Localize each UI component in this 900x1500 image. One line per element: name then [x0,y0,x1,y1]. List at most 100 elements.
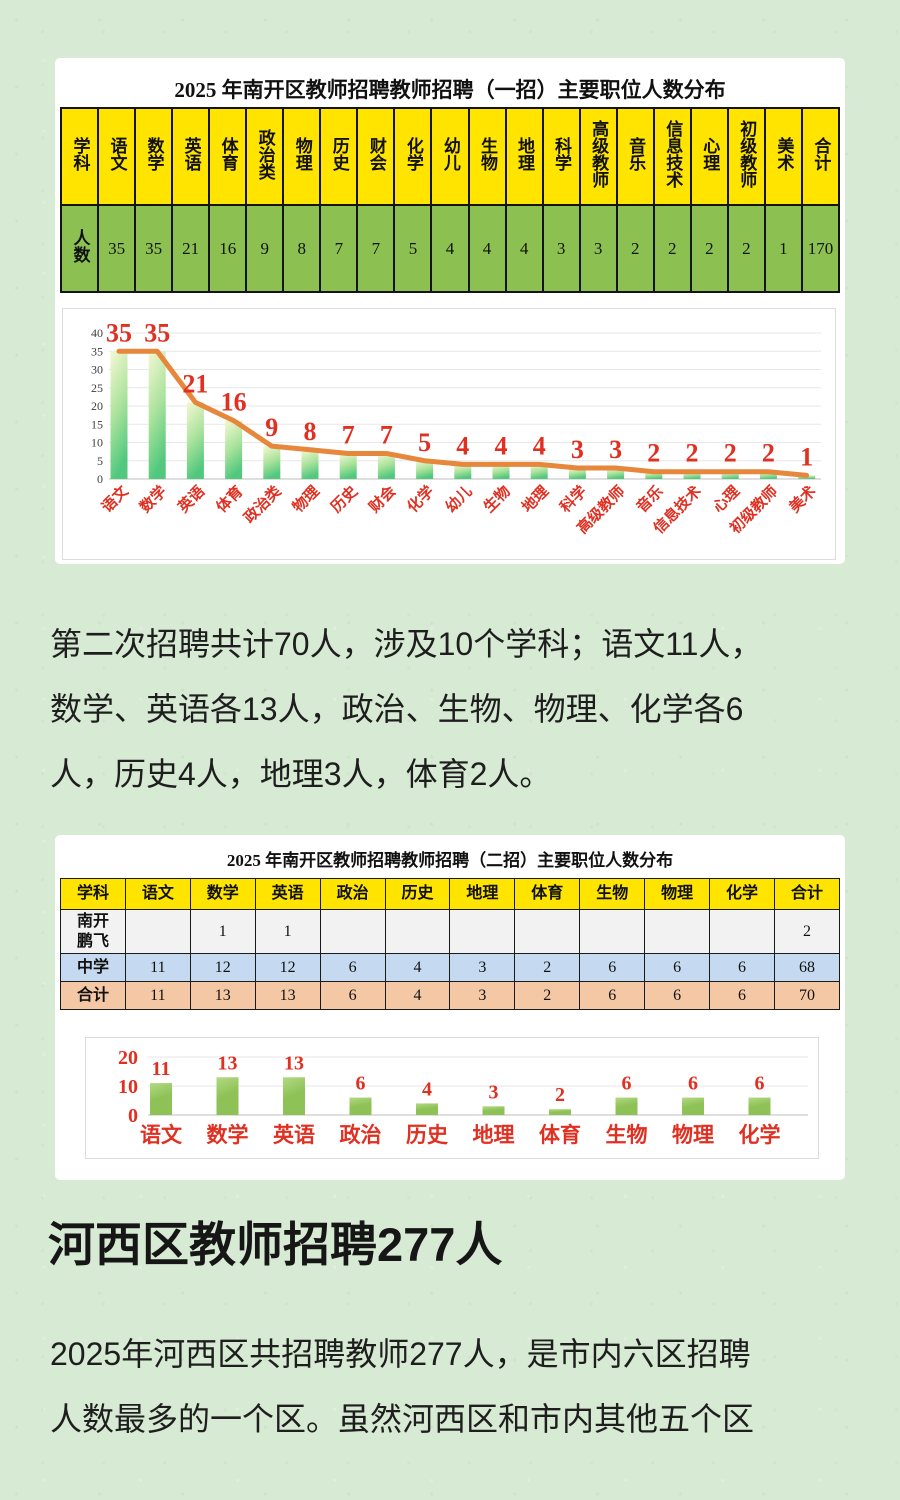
t1-value-cell: 3 [541,204,581,293]
t2-value-cell: 12 [254,953,321,982]
svg-text:21: 21 [182,369,208,398]
svg-text:2: 2 [555,1084,565,1106]
svg-text:物理: 物理 [672,1123,714,1147]
svg-text:历史: 历史 [406,1123,449,1147]
t2-value-cell [709,909,775,954]
svg-text:数学: 数学 [207,1123,249,1147]
t1-value-cell: 4 [430,204,470,293]
t2-column-header: 历史 [384,878,451,910]
t1-column-header: 政治类 [245,107,285,206]
t2-row-label: 中学 [60,953,126,982]
t1-value-cell: 2 [615,204,655,293]
t1-value-cell: 7 [319,204,359,293]
svg-text:15: 15 [91,417,103,431]
t1-row-label: 人数 [59,204,100,293]
hexi-district-paragraph: 2025年河西区共招聘教师277人，是市内六区招聘 人数最多的一个区。虽然河西区… [50,1322,855,1452]
t2-value-cell: 13 [254,981,321,1010]
t2-column-header: 化学 [709,878,775,910]
t2-value-cell: 11 [124,981,191,1010]
svg-text:4: 4 [422,1078,432,1100]
svg-text:科学: 科学 [556,482,590,516]
t1-value-cell: 35 [97,204,137,293]
svg-text:心理: 心理 [710,483,743,516]
t1-column-header: 心理 [689,107,729,206]
svg-text:6: 6 [356,1073,366,1095]
t1-column-header: 合计 [800,107,841,206]
t2-value-cell: 3 [449,953,516,982]
t2-value-cell: 4 [384,953,451,982]
svg-text:3: 3 [609,435,622,464]
t2-value-cell: 3 [449,981,516,1010]
svg-text:5: 5 [97,454,103,468]
svg-text:1: 1 [800,442,813,471]
svg-text:地理: 地理 [473,1123,515,1147]
svg-text:生物: 生物 [606,1123,648,1147]
t2-value-cell [384,909,451,954]
svg-text:35: 35 [91,344,103,358]
t1-column-header: 物理 [282,107,322,206]
t2-value-cell: 6 [579,953,646,982]
t1-value-cell: 4 [504,204,544,293]
svg-text:30: 30 [91,363,103,377]
t1-column-header: 科学 [541,107,581,206]
t1-value-cell: 2 [726,204,766,293]
svg-text:生物: 生物 [480,482,514,516]
t2-row-label: 合计 [60,981,126,1010]
svg-text:化学: 化学 [739,1123,781,1147]
t2-value-cell: 70 [773,981,841,1010]
svg-text:6: 6 [688,1073,698,1095]
svg-text:美术: 美术 [785,482,819,516]
round1-bar-line-chart: 0 5 10 15 20 25 30 35 40 35 35 21 16 9 8 7 7 5 4 4 4 3 3 2 2 2 2 1 语… [62,308,836,560]
svg-text:13: 13 [218,1052,238,1074]
t2-value-cell: 6 [319,981,386,1010]
t1-column-header: 数学 [134,107,174,206]
svg-text:3: 3 [571,435,584,464]
t1-column-header: 化学 [393,107,433,206]
svg-text:历史: 历史 [327,481,362,516]
svg-text:4: 4 [456,431,469,460]
t1-value-cell: 16 [208,204,248,293]
round2-positions-table: 学科 语文 数学 英语 政治 历史 地理 体育 生物 物理 化学 合计 南开 鹏飞 1 1 2 中学 11 12 12 6… [60,878,841,1010]
t2-value-cell: 6 [319,953,386,982]
t1-column-header: 英语 [171,107,211,206]
t2-value-cell: 6 [644,981,711,1010]
t1-column-header: 体育 [208,107,248,206]
t2-value-cell: 13 [189,981,256,1010]
t1-value-cell: 21 [171,204,211,293]
round2-bar-chart: 0 10 20 11 13 13 6 4 3 2 6 6 6 语文 数学 英语 政治 历史 地理 体育 生物 物理 化学 [85,1037,819,1159]
t1-column-header: 地理 [504,107,544,206]
t2-value-cell: 1 [189,909,256,954]
t1-column-header: 语文 [97,107,137,206]
t2-column-header: 学科 [60,878,126,910]
svg-text:3: 3 [489,1081,499,1103]
svg-text:7: 7 [380,420,393,449]
t2-column-header: 语文 [124,878,191,910]
t1-value-cell: 170 [800,204,841,293]
svg-text:体育: 体育 [212,482,246,516]
t1-value-cell: 2 [689,204,729,293]
t1-value-cell: 4 [467,204,507,293]
svg-text:6: 6 [622,1073,632,1095]
svg-text:语文: 语文 [140,1123,183,1147]
svg-text:10: 10 [118,1076,138,1098]
svg-text:5: 5 [418,428,431,457]
svg-text:35: 35 [106,318,132,347]
round2-summary-paragraph: 第二次招聘共计70人，涉及10个学科；语文11人， 数学、英语各13人，政治、生… [50,612,855,807]
t1-column-header: 初级教师 [726,107,766,206]
svg-text:20: 20 [91,399,103,413]
svg-text:财会: 财会 [365,482,399,516]
t1-column-header: 生物 [467,107,507,206]
t1-column-header: 高级教师 [578,107,618,206]
round2-table-title: 2025 年南开区教师招聘教师招聘（二招）主要职位人数分布 [226,851,674,870]
paragraph-line: 第二次招聘共计70人，涉及10个学科；语文11人， [50,626,763,662]
t1-value-cell: 1 [763,204,803,293]
t1-value-cell: 8 [282,204,322,293]
t2-column-header: 合计 [773,878,841,910]
svg-text:英语: 英语 [174,482,208,516]
svg-text:化学: 化学 [403,482,437,516]
t2-value-cell: 4 [384,981,451,1010]
t2-value-cell: 1 [254,909,321,954]
svg-text:英语: 英语 [273,1123,315,1147]
svg-text:4: 4 [533,431,546,460]
